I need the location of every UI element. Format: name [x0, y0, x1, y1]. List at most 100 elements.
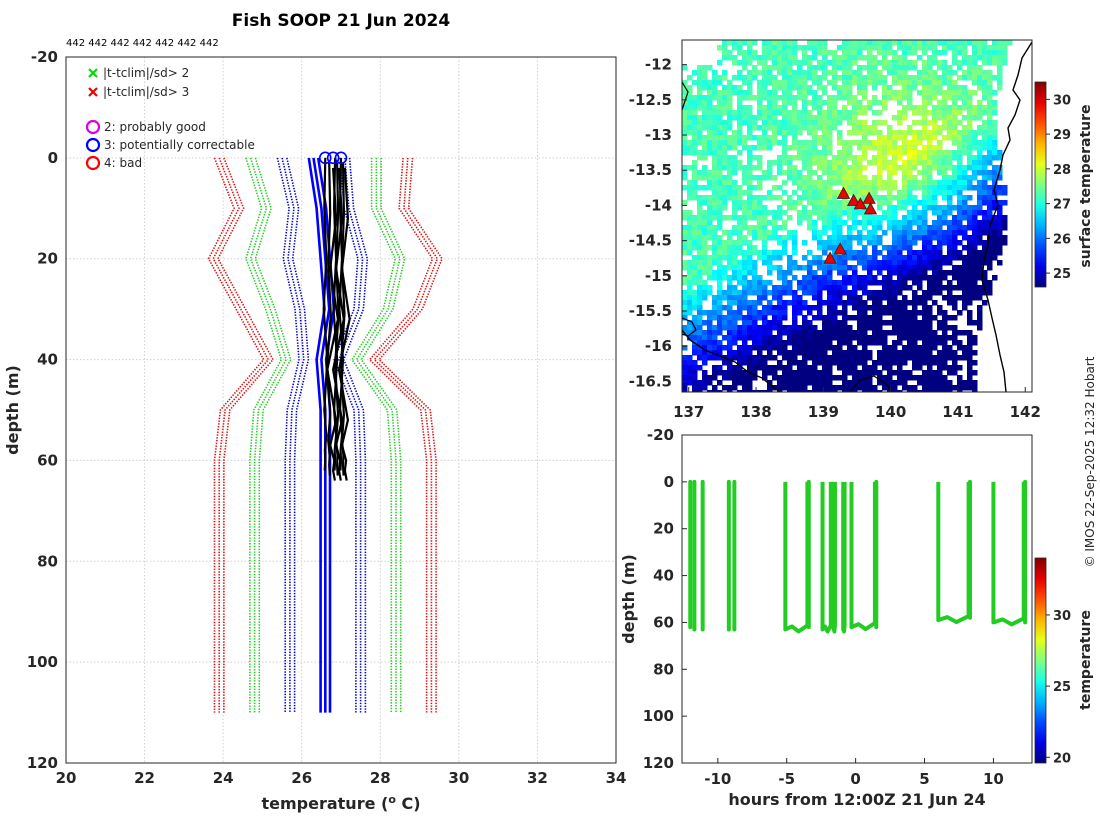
sst-cell [952, 120, 958, 126]
sst-cell [927, 100, 933, 106]
sst-cell [857, 305, 863, 311]
sst-cell [812, 330, 818, 336]
sst-cell [792, 85, 798, 91]
sst-cell [727, 160, 733, 166]
sst-cell [702, 230, 708, 236]
sst-cell [772, 295, 778, 301]
sst-cell [862, 385, 868, 391]
sst-cell [967, 110, 973, 116]
sst-cell [872, 215, 878, 221]
sst-cell [942, 175, 948, 181]
sst-cell [757, 295, 763, 301]
sst-cell [697, 95, 703, 101]
sst-cell [797, 120, 803, 126]
sst-cell [927, 110, 933, 116]
sst-cell [797, 375, 803, 381]
sst-cell [807, 145, 813, 151]
sst-cell [862, 340, 868, 346]
sst-cell [827, 110, 833, 116]
sst-cell [707, 175, 713, 181]
sst-cell [987, 50, 993, 56]
sst-cell [887, 160, 893, 166]
map-ytick-label: -13 [645, 126, 672, 144]
sst-cell [882, 355, 888, 361]
sst-cell [892, 280, 898, 286]
sst-cell [992, 60, 998, 66]
sst-cell [907, 275, 913, 281]
sst-cell [837, 180, 843, 186]
sst-cell [942, 375, 948, 381]
sst-cell [947, 195, 953, 201]
sst-cell [987, 175, 993, 181]
sst-cell [747, 325, 753, 331]
sst-cell [927, 80, 933, 86]
sst-cell [872, 330, 878, 336]
sst-cell [832, 155, 838, 161]
sst-cell [712, 270, 718, 276]
credit-text: © IMOS 22-Sep-2025 12:32 Hobart [1083, 356, 1097, 567]
sst-cell [902, 180, 908, 186]
sst-cell [827, 385, 833, 391]
sst-cell [912, 145, 918, 151]
sst-cell [842, 350, 848, 356]
sst-cell [687, 260, 693, 266]
sst-cell [937, 365, 943, 371]
sst-cell [807, 370, 813, 376]
sst-cell [827, 175, 833, 181]
sst-cell [992, 155, 998, 161]
sst-cell [797, 115, 803, 121]
sst-cell [872, 130, 878, 136]
sst-cell [852, 290, 858, 296]
sst-cell [902, 345, 908, 351]
map-xtick-label: 141 [942, 403, 973, 421]
sst-cell [752, 120, 758, 126]
sst-cell [837, 175, 843, 181]
sst-cell [932, 250, 938, 256]
sst-cell [987, 200, 993, 206]
sst-cell [982, 270, 988, 276]
sst-cell [967, 105, 973, 111]
sst-cell [892, 360, 898, 366]
sst-cell [712, 185, 718, 191]
sst-cell [797, 200, 803, 206]
sst-cell [787, 260, 793, 266]
sst-cell [722, 265, 728, 271]
sst-cell [912, 65, 918, 71]
climatology-mean-line [307, 157, 326, 713]
sst-cell [822, 165, 828, 171]
sst-cell [852, 210, 858, 216]
map-xtick-label: 140 [875, 403, 906, 421]
sst-cell [772, 105, 778, 111]
sst-cell [947, 65, 953, 71]
sst-cell [692, 335, 698, 341]
sst-cell [832, 310, 838, 316]
sst-cell [697, 170, 703, 176]
sst-cell [697, 200, 703, 206]
sst-cell [862, 335, 868, 341]
sst-cell [957, 205, 963, 211]
sst-cell [837, 120, 843, 126]
sst-cell [717, 340, 723, 346]
sst-cell [782, 135, 788, 141]
sst-cell [717, 200, 723, 206]
sst-cell [742, 115, 748, 121]
sst-cell [832, 325, 838, 331]
sst-cell [807, 335, 813, 341]
sst-cell [682, 135, 688, 141]
sst-cell [727, 285, 733, 291]
sst-cell [882, 340, 888, 346]
sst-cell [742, 220, 748, 226]
sst-cell [862, 275, 868, 281]
sst-cell [827, 140, 833, 146]
sst-cell [782, 350, 788, 356]
sst-cell [702, 370, 708, 376]
sst-cell [822, 140, 828, 146]
sst-cell [747, 175, 753, 181]
sst-cell [852, 50, 858, 56]
sst-cell [722, 130, 728, 136]
sst-cell [962, 75, 968, 81]
sst-cell [947, 260, 953, 266]
sst-cell [967, 165, 973, 171]
sst-cell [727, 280, 733, 286]
sst-cell [862, 310, 868, 316]
